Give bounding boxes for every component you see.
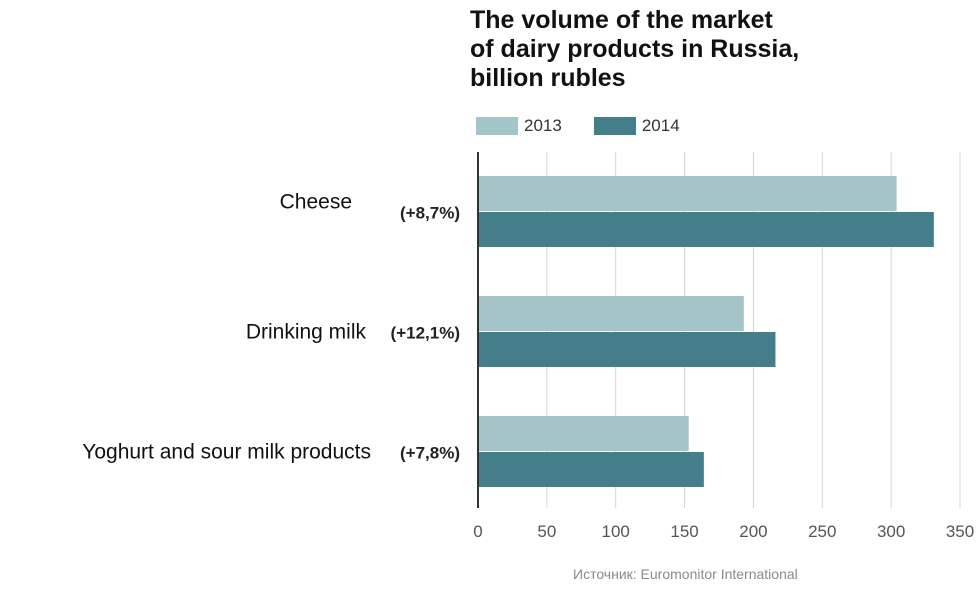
chart-legend: 2013 2014 [476,114,712,138]
legend-label-2013: 2013 [524,116,562,135]
bar-2014 [478,212,934,247]
growth-annotation: (+12,1%) [391,324,460,343]
category-label: Drinking milk [246,321,367,344]
category-label: Cheese [280,191,352,214]
legend-swatch-2013 [476,117,518,135]
growth-annotation: (+8,7%) [400,204,460,223]
x-tick-label: 250 [808,522,836,541]
chart-title: The volume of the market of dairy produc… [470,6,970,93]
category-label: Yoghurt and sour milk products [82,441,371,464]
bar-2013 [478,176,897,211]
bar-2014 [478,452,704,487]
legend-item-2013: 2013 [476,116,562,136]
x-tick-label: 150 [670,522,698,541]
chart-title-line: of dairy products in Russia, [470,35,800,63]
bar-2013 [478,416,689,451]
legend-swatch-2014 [593,117,636,135]
chart-title-line: The volume of the market [470,6,773,34]
bar-2014 [478,332,776,367]
legend-item-2014: 2014 [593,116,680,136]
x-tick-label: 350 [946,522,974,541]
legend-label-2014: 2014 [641,116,680,135]
source-note: Источник: Euromonitor International [573,566,798,582]
x-tick-label: 0 [473,522,482,541]
x-tick-label: 300 [877,522,905,541]
x-tick-label: 50 [537,522,556,541]
bar-2013 [478,296,744,331]
x-tick-label: 200 [739,522,767,541]
growth-annotation: (+7,8%) [400,444,460,463]
chart-title-line: billion rubles [470,64,626,92]
x-tick-label: 100 [602,522,630,541]
